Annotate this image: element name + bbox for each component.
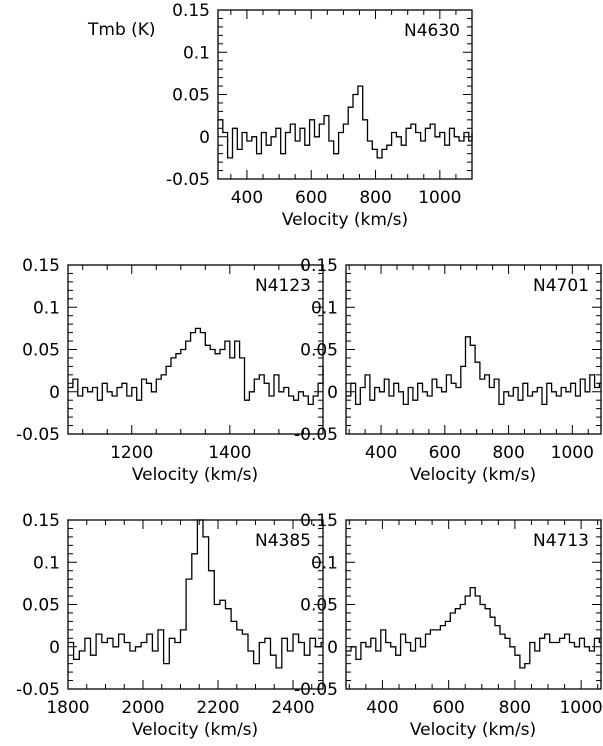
y-tick-label: 0.1 [33,553,60,573]
y-axis-label: Tmb (K) [87,20,156,40]
x-tick-label: 2000 [121,698,164,718]
y-tick-label: -0.05 [294,425,338,445]
x-axis-label: Velocity (km/s) [410,465,536,485]
x-tick-label: 2200 [196,698,239,718]
x-axis-label: Velocity (km/s) [132,720,258,740]
spectrum-line [346,586,601,669]
spectrum-line [68,327,324,406]
y-tick-label: 0.1 [311,298,338,318]
y-tick-label: 0 [327,383,338,403]
x-axis-label: Velocity (km/s) [410,720,536,740]
x-tick-label: 2400 [271,698,314,718]
y-tick-label: -0.05 [166,170,210,190]
y-tick-label: 0 [49,638,60,658]
x-tick-label: 400 [231,188,263,208]
panel-n4385: -0.05 0 0.05 0.1 0.15 1800 2000 2200 2400 Velocit… [16,511,324,740]
x-axis-label: Velocity (km/s) [282,210,408,230]
y-tick-label: 0 [49,383,60,403]
x-tick-label: 1400 [208,443,251,463]
y-tick-label: 0 [199,128,210,148]
y-tick-label: 0 [327,638,338,658]
x-tick-label: 1000 [559,698,602,718]
y-tick-label: 0.05 [22,341,60,361]
galaxy-name-label: N4701 [533,276,589,296]
y-tick-label: -0.05 [16,425,60,445]
x-tick-label: 600 [429,443,461,463]
spectrum-line [68,519,323,669]
galaxy-name-label: N4713 [533,531,589,551]
x-tick-label: 1000 [551,443,594,463]
x-tick-label: 600 [432,698,464,718]
spectrum-line [218,85,473,159]
spectrum-line [346,336,601,406]
y-tick-label: 0.05 [22,596,60,616]
y-tick-label: 0.1 [311,553,338,573]
panel-n4630: -0.05 0 0.05 0.1 0.15 400 600 800 1000 Velocity (… [166,1,473,230]
x-tick-label: 800 [499,698,531,718]
y-tick-label: 0.15 [300,256,338,276]
y-tick-label: 0.15 [22,511,60,531]
y-tick-label: 0.15 [300,511,338,531]
y-tick-label: 0.05 [300,341,338,361]
galaxy-name-label: N4385 [255,531,311,551]
y-tick-label: -0.05 [294,680,338,700]
x-tick-label: 1000 [418,188,461,208]
panel-n4713: -0.05 0 0.05 0.1 0.15 400 600 800 1000 Velocity (… [294,511,603,740]
x-tick-label: 800 [359,188,391,208]
x-tick-label: 400 [365,443,397,463]
x-tick-label: 1200 [110,443,153,463]
panel-n4701: -0.05 0 0.05 0.1 0.15 400 600 800 1000 Velocity (… [294,256,602,485]
galaxy-name-label: N4123 [255,276,311,296]
x-axis-label: Velocity (km/s) [132,465,258,485]
y-tick-label: 0.15 [172,1,210,21]
y-tick-label: 0.05 [300,596,338,616]
x-tick-label: 800 [492,443,524,463]
y-tick-label: 0.15 [22,256,60,276]
y-tick-label: 0.05 [172,86,210,106]
y-tick-label: 0.1 [183,43,210,63]
galaxy-name-label: N4630 [404,21,460,41]
y-tick-label: -0.05 [16,680,60,700]
x-tick-label: 1800 [46,698,89,718]
x-tick-label: 600 [295,188,327,208]
y-tick-label: 0.1 [33,298,60,318]
x-tick-label: 400 [366,698,398,718]
